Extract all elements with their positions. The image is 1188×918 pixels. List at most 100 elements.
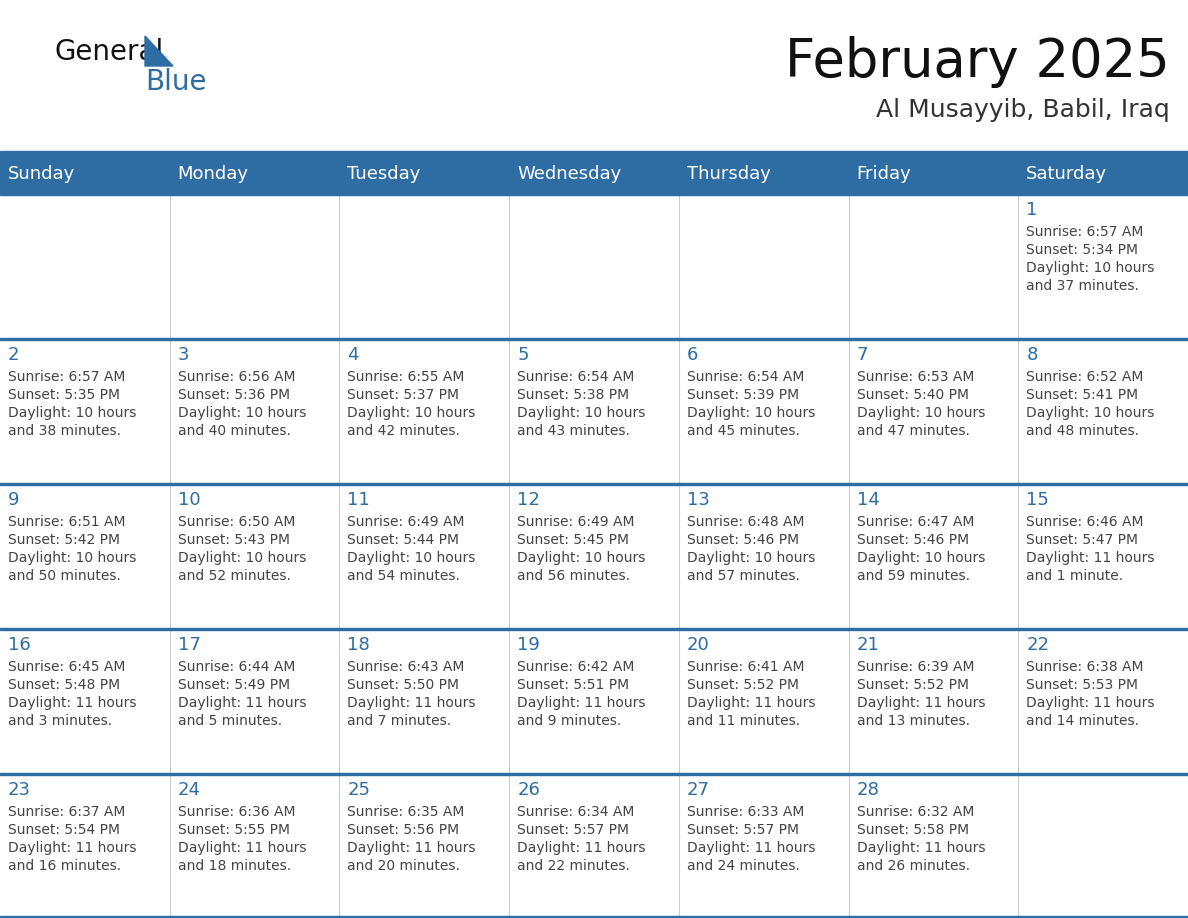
Text: and 11 minutes.: and 11 minutes. — [687, 714, 800, 728]
Text: Sunset: 5:36 PM: Sunset: 5:36 PM — [178, 388, 290, 402]
Bar — [0, 151, 1188, 155]
Text: Daylight: 11 hours: Daylight: 11 hours — [857, 841, 985, 855]
Text: 15: 15 — [1026, 491, 1049, 509]
Text: Sunset: 5:47 PM: Sunset: 5:47 PM — [1026, 533, 1138, 547]
Bar — [340, 193, 510, 338]
Text: Sunrise: 6:57 AM: Sunrise: 6:57 AM — [8, 370, 126, 384]
Bar — [848, 483, 1018, 628]
Text: Sunset: 5:43 PM: Sunset: 5:43 PM — [178, 533, 290, 547]
Text: Sunset: 5:55 PM: Sunset: 5:55 PM — [178, 823, 290, 837]
Text: Sunset: 5:40 PM: Sunset: 5:40 PM — [857, 388, 968, 402]
Text: 23: 23 — [8, 781, 31, 799]
Text: and 26 minutes.: and 26 minutes. — [857, 859, 969, 873]
Bar — [0, 916, 1188, 918]
Text: 17: 17 — [178, 636, 201, 654]
Bar — [848, 628, 1018, 773]
Text: Sunrise: 6:54 AM: Sunrise: 6:54 AM — [517, 370, 634, 384]
Bar — [510, 193, 678, 338]
Text: and 56 minutes.: and 56 minutes. — [517, 569, 630, 583]
Text: Sunrise: 6:42 AM: Sunrise: 6:42 AM — [517, 660, 634, 674]
Bar — [678, 483, 848, 628]
Text: 26: 26 — [517, 781, 541, 799]
Text: Daylight: 11 hours: Daylight: 11 hours — [857, 696, 985, 710]
Text: Sunset: 5:48 PM: Sunset: 5:48 PM — [8, 678, 120, 692]
Text: Sunset: 5:49 PM: Sunset: 5:49 PM — [178, 678, 290, 692]
Text: and 59 minutes.: and 59 minutes. — [857, 569, 969, 583]
Bar — [678, 193, 848, 338]
Text: Sunset: 5:42 PM: Sunset: 5:42 PM — [8, 533, 120, 547]
Text: Daylight: 10 hours: Daylight: 10 hours — [517, 551, 645, 565]
Text: 8: 8 — [1026, 346, 1037, 364]
Bar — [170, 193, 340, 338]
Text: Sunset: 5:57 PM: Sunset: 5:57 PM — [517, 823, 630, 837]
Text: Daylight: 11 hours: Daylight: 11 hours — [1026, 551, 1155, 565]
Text: Saturday: Saturday — [1026, 165, 1107, 183]
Text: Daylight: 11 hours: Daylight: 11 hours — [347, 696, 476, 710]
Text: Sunset: 5:35 PM: Sunset: 5:35 PM — [8, 388, 120, 402]
Text: Daylight: 11 hours: Daylight: 11 hours — [1026, 696, 1155, 710]
Bar — [510, 628, 678, 773]
Text: and 7 minutes.: and 7 minutes. — [347, 714, 451, 728]
Text: Sunrise: 6:38 AM: Sunrise: 6:38 AM — [1026, 660, 1144, 674]
Text: Sunset: 5:37 PM: Sunset: 5:37 PM — [347, 388, 460, 402]
Text: Daylight: 10 hours: Daylight: 10 hours — [178, 406, 307, 420]
Bar — [848, 193, 1018, 338]
Bar — [1018, 155, 1188, 193]
Text: and 16 minutes.: and 16 minutes. — [8, 859, 121, 873]
Text: Daylight: 11 hours: Daylight: 11 hours — [8, 841, 137, 855]
Polygon shape — [145, 36, 173, 66]
Text: Wednesday: Wednesday — [517, 165, 621, 183]
Bar — [0, 628, 1188, 630]
Text: Sunrise: 6:51 AM: Sunrise: 6:51 AM — [8, 515, 126, 529]
Text: 20: 20 — [687, 636, 709, 654]
Text: Sunset: 5:56 PM: Sunset: 5:56 PM — [347, 823, 460, 837]
Bar — [0, 338, 170, 483]
Text: Sunrise: 6:33 AM: Sunrise: 6:33 AM — [687, 805, 804, 819]
Text: Daylight: 10 hours: Daylight: 10 hours — [1026, 261, 1155, 275]
Text: Sunrise: 6:34 AM: Sunrise: 6:34 AM — [517, 805, 634, 819]
Text: Sunrise: 6:55 AM: Sunrise: 6:55 AM — [347, 370, 465, 384]
Text: Sunrise: 6:43 AM: Sunrise: 6:43 AM — [347, 660, 465, 674]
Text: Daylight: 10 hours: Daylight: 10 hours — [8, 406, 137, 420]
Bar — [0, 483, 1188, 485]
Text: 3: 3 — [178, 346, 189, 364]
Bar — [340, 155, 510, 193]
Text: Tuesday: Tuesday — [347, 165, 421, 183]
Text: 19: 19 — [517, 636, 541, 654]
Text: Sunset: 5:50 PM: Sunset: 5:50 PM — [347, 678, 460, 692]
Text: Sunset: 5:38 PM: Sunset: 5:38 PM — [517, 388, 630, 402]
Text: and 43 minutes.: and 43 minutes. — [517, 424, 630, 438]
Text: Sunset: 5:46 PM: Sunset: 5:46 PM — [687, 533, 800, 547]
Bar — [510, 155, 678, 193]
Bar — [0, 193, 170, 338]
Text: Blue: Blue — [145, 68, 207, 96]
Text: Daylight: 11 hours: Daylight: 11 hours — [517, 841, 645, 855]
Text: Daylight: 10 hours: Daylight: 10 hours — [178, 551, 307, 565]
Text: Sunset: 5:52 PM: Sunset: 5:52 PM — [687, 678, 798, 692]
Text: 11: 11 — [347, 491, 371, 509]
Text: Sunrise: 6:45 AM: Sunrise: 6:45 AM — [8, 660, 126, 674]
Bar — [170, 155, 340, 193]
Text: 5: 5 — [517, 346, 529, 364]
Bar — [510, 338, 678, 483]
Text: and 54 minutes.: and 54 minutes. — [347, 569, 460, 583]
Text: Daylight: 10 hours: Daylight: 10 hours — [687, 406, 815, 420]
Text: Daylight: 10 hours: Daylight: 10 hours — [687, 551, 815, 565]
Text: 2: 2 — [8, 346, 19, 364]
Text: and 24 minutes.: and 24 minutes. — [687, 859, 800, 873]
Text: Sunrise: 6:49 AM: Sunrise: 6:49 AM — [517, 515, 634, 529]
Text: and 18 minutes.: and 18 minutes. — [178, 859, 291, 873]
Text: Daylight: 11 hours: Daylight: 11 hours — [687, 696, 815, 710]
Bar — [678, 338, 848, 483]
Text: 10: 10 — [178, 491, 201, 509]
Text: Sunrise: 6:41 AM: Sunrise: 6:41 AM — [687, 660, 804, 674]
Text: and 42 minutes.: and 42 minutes. — [347, 424, 460, 438]
Text: and 5 minutes.: and 5 minutes. — [178, 714, 282, 728]
Bar — [0, 773, 170, 918]
Bar — [1018, 338, 1188, 483]
Text: Sunset: 5:39 PM: Sunset: 5:39 PM — [687, 388, 800, 402]
Bar — [678, 155, 848, 193]
Bar — [848, 773, 1018, 918]
Bar — [170, 338, 340, 483]
Bar — [0, 338, 1188, 340]
